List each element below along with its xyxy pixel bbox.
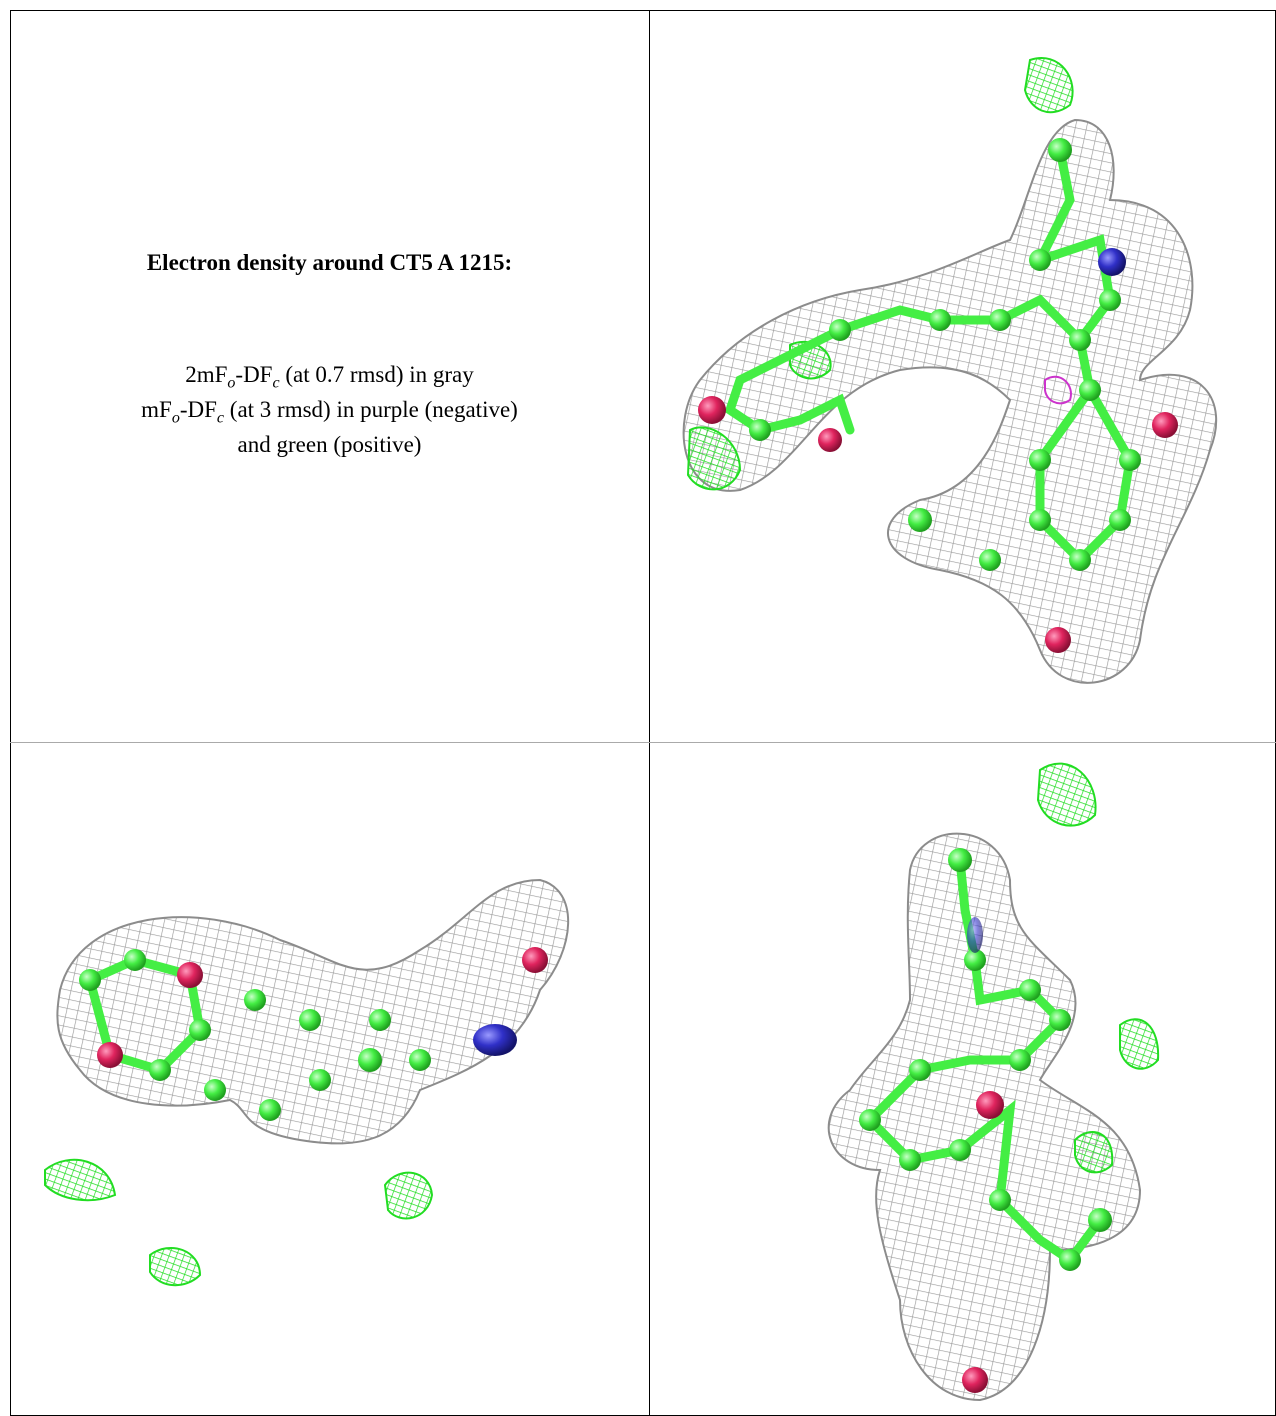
oxygen-atom [698, 396, 726, 424]
oxygen-atom [97, 1042, 123, 1068]
green-mesh [1036, 762, 1097, 827]
caption-text: -DF [235, 362, 273, 387]
green-mesh [44, 1158, 117, 1202]
nitrogen-atom [473, 1024, 517, 1056]
purple-mesh [1044, 375, 1072, 405]
density-view-1 [682, 57, 1218, 684]
oxygen-atom [1152, 412, 1178, 438]
nitrogen-atom [1098, 248, 1126, 276]
subscript: o [227, 374, 236, 392]
caption-line: and green (positive) [237, 432, 422, 457]
oxygen-atom [1045, 627, 1071, 653]
subscript: o [171, 409, 180, 427]
atoms [749, 138, 1141, 571]
green-mesh [1119, 1018, 1160, 1070]
caption-title: Electron density around CT5 A 1215: [146, 250, 513, 275]
subscript: c [272, 374, 280, 392]
gray-mesh [682, 118, 1218, 684]
green-mesh [149, 1246, 202, 1287]
caption-text: (at 0.7 rmsd) in gray [279, 362, 474, 387]
green-mesh [383, 1171, 434, 1220]
green-mesh [1023, 57, 1074, 114]
caption-line: mFo-DFc (at 3 rmsd) in purple (negative) [10, 397, 649, 428]
caption-text: 2mF [185, 362, 228, 387]
oxygen-atom [962, 1367, 988, 1393]
caption-line: 2mFo-DFc (at 0.7 rmsd) in gray [10, 362, 649, 393]
atoms [79, 949, 431, 1121]
density-view-2 [44, 878, 570, 1287]
oxygen-atom [818, 428, 842, 452]
subscript: c [216, 409, 225, 427]
density-view-3 [827, 762, 1160, 1402]
oxygen-atom [976, 1091, 1004, 1119]
green-mesh [686, 426, 742, 491]
green-mesh [1074, 1131, 1114, 1174]
nitrogen-atom [967, 917, 983, 953]
caption-text: mF [141, 397, 172, 422]
caption-text: (at 3 rmsd) in purple (negative) [224, 397, 518, 422]
caption-text: -DF [179, 397, 217, 422]
oxygen-atom [522, 947, 548, 973]
atoms [859, 848, 1112, 1271]
oxygen-atom [177, 962, 203, 988]
